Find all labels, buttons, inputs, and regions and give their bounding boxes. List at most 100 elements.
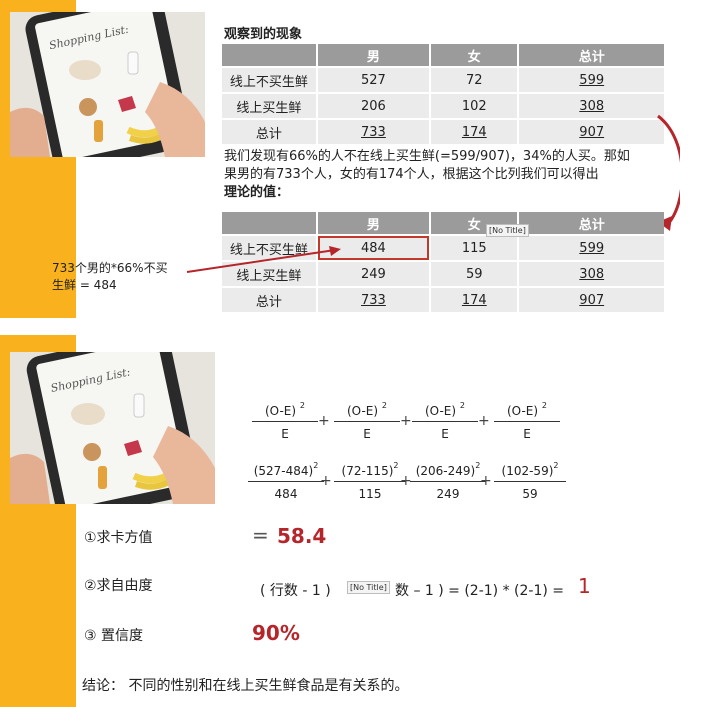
fraction-values: (102-59)2 59	[494, 461, 566, 501]
slide-separator	[0, 318, 708, 335]
fraction-values: (206-249)2 249	[410, 461, 486, 501]
table-cell-highlighted: 484	[316, 234, 432, 261]
fraction-generic: (O-E) 2 E	[334, 401, 400, 441]
row-label: 线上不买生鲜	[222, 234, 318, 261]
table-cell: 907	[518, 286, 664, 312]
table-cell: 206	[316, 92, 432, 119]
exponent: 2	[299, 401, 305, 410]
numerator: (206-249)	[415, 464, 476, 478]
table-header-cell: 总计	[518, 212, 664, 235]
table-cell: 59	[430, 260, 520, 287]
table-header-cell: 男	[316, 212, 432, 235]
table-header-cell	[222, 212, 318, 235]
table-cell: 599	[518, 234, 664, 261]
table-header-cell: 男	[316, 44, 432, 67]
table-cell: 599	[518, 66, 664, 93]
table-cell: 102	[430, 92, 520, 119]
table-row: 总计 733 174 907	[222, 118, 664, 144]
dof-formula-part-a: ( 行数 - 1 )	[260, 583, 331, 599]
row-label: 总计	[222, 118, 318, 144]
table-cell: 115	[430, 234, 520, 261]
dof-value: 1	[578, 574, 591, 598]
fraction-generic: (O-E) 2 E	[252, 401, 318, 441]
numerator: (O-E)	[507, 404, 539, 418]
numerator: (102-59)	[501, 464, 554, 478]
paragraph-bold: 理论的值：	[224, 185, 290, 200]
tablet-illustration: Shopping List:	[10, 352, 215, 504]
table-row: 线上买生鲜 206 102 308	[222, 92, 664, 119]
numerator: (O-E)	[347, 404, 379, 418]
table-cell: 308	[518, 92, 664, 119]
numerator: (O-E)	[265, 404, 297, 418]
table-header-cell	[222, 44, 318, 67]
denominator: E	[523, 427, 531, 441]
explanation-paragraph: 我们发现有66%的人不在线上买生鲜(=599/907)，34%的人买。那如 果男…	[224, 148, 669, 202]
fraction-generic: (O-E) 2 E	[494, 401, 560, 441]
table-cell: 733	[316, 286, 432, 312]
fraction-generic: (O-E) 2 E	[412, 401, 478, 441]
exponent: 2	[459, 401, 465, 410]
table-row: 线上买生鲜 249 59 308	[222, 260, 664, 287]
pointer-arrow-icon	[186, 246, 341, 273]
table-header-row: 男 女 总计	[222, 212, 664, 235]
row-label: 总计	[222, 286, 318, 312]
step1-label: ①求卡方值	[84, 530, 153, 546]
plus-sign: +	[400, 413, 412, 429]
table-header-cell: 女	[430, 44, 520, 67]
fraction-values: (72-115)2 115	[334, 461, 406, 501]
plus-sign: +	[318, 413, 330, 429]
table-cell: 174	[430, 118, 520, 144]
confidence-value: 90%	[252, 621, 300, 645]
curved-arrow-icon	[657, 114, 680, 231]
tooltip: [No Title]	[486, 224, 529, 237]
plus-sign: +	[320, 473, 332, 489]
denominator: 484	[274, 487, 298, 501]
paragraph-line: 果男的有733个人，女的有174个人，根据这个比列我们可以得出	[224, 167, 599, 182]
paragraph-line: 我们发现有66%的人不在线上买生鲜(=599/907)，34%的人买。那如	[224, 149, 630, 164]
numerator: (72-115)	[341, 464, 394, 478]
table-cell: 72	[430, 66, 520, 93]
tooltip: [No Title]	[347, 581, 390, 594]
denominator: 249	[436, 487, 460, 501]
table-row: 线上不买生鲜 527 72 599	[222, 66, 664, 93]
conclusion-text: 结论： 不同的性别和在线上买生鲜食品是有关系的。	[82, 678, 409, 694]
annotation-line: 733个男的*66%不买	[52, 261, 168, 275]
exponent: 2	[541, 401, 547, 410]
step3-label: ③ 置信度	[84, 628, 144, 644]
denominator: 115	[358, 487, 382, 501]
denominator: 59	[522, 487, 538, 501]
plus-sign: +	[400, 473, 412, 489]
table-cell: 527	[316, 66, 432, 93]
tablet-illustration: Shopping List:	[10, 12, 205, 157]
observed-table: 男 女 总计 线上不买生鲜 527 72 599 线上买生鲜 206 102 3…	[222, 44, 664, 144]
table-cell: 907	[518, 118, 664, 144]
chi-square-value: 58.4	[277, 524, 327, 548]
annotation-note: 733个男的*66%不买 生鲜 = 484	[52, 260, 168, 294]
plus-sign: +	[478, 413, 490, 429]
step1-equals: =	[252, 523, 269, 547]
row-label: 线上买生鲜	[222, 92, 318, 119]
table-cell: 249	[316, 260, 432, 287]
step2-label: ②求自由度	[84, 578, 153, 594]
dof-formula-part-b: 数 – 1 ) = (2-1) * (2-1) =	[395, 583, 565, 599]
row-label: 线上买生鲜	[222, 260, 318, 287]
fraction-values: (527-484)2 484	[248, 461, 324, 501]
observed-heading: 观察到的现象	[224, 27, 303, 42]
exponent: 2	[393, 461, 399, 470]
slide-observed: Shopping List: 观察到的现象 男 女 总计 线上不买生鲜 527 …	[0, 0, 708, 318]
exponent: 2	[553, 461, 559, 470]
plus-sign: +	[480, 473, 492, 489]
row-label: 线上不买生鲜	[222, 66, 318, 93]
table-cell: 308	[518, 260, 664, 287]
numerator: (O-E)	[425, 404, 457, 418]
exponent: 2	[475, 461, 481, 470]
denominator: E	[441, 427, 449, 441]
table-cell: 174	[430, 286, 520, 312]
denominator: E	[363, 427, 371, 441]
table-cell: 733	[316, 118, 432, 144]
expected-table: 男 女 总计 线上不买生鲜 484 115 599 线上买生鲜 249 59 3…	[222, 212, 664, 312]
slide-chi-square: Shopping List: (O-E) 2 E + (O-E) 2 E + (…	[0, 335, 708, 707]
shopping-list-photo: Shopping List:	[10, 12, 205, 157]
table-header-row: 男 女 总计	[222, 44, 664, 67]
table-row: 线上不买生鲜 484 115 599	[222, 234, 664, 261]
